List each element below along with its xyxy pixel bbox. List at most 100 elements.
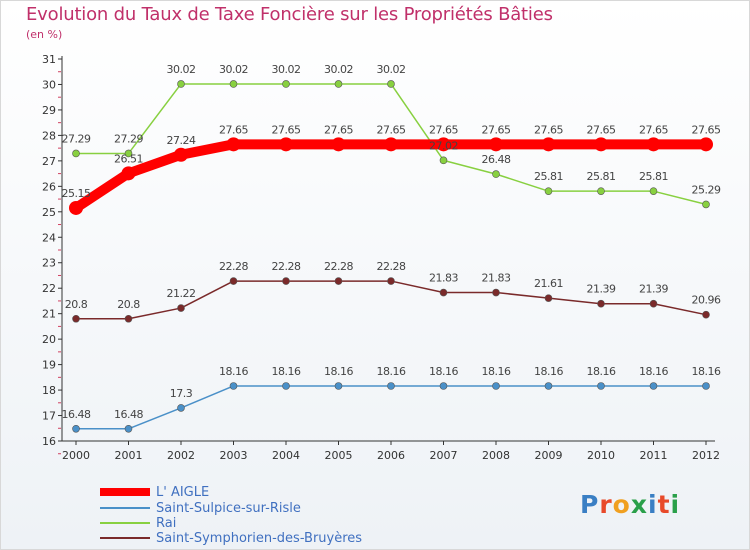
- data-point: [334, 382, 343, 390]
- data-label: 21.83: [482, 272, 511, 285]
- x-tick-label: 2010: [587, 449, 615, 462]
- data-label: 21.22: [167, 287, 196, 300]
- legend-item-saint-symphorien: Saint-Symphorien-des-Bruyères: [100, 530, 362, 546]
- legend-swatch: [100, 488, 150, 496]
- data-label: 18.16: [534, 365, 563, 378]
- x-tick-label: 2000: [62, 449, 90, 462]
- data-point: [229, 277, 238, 285]
- legend-item-l-aigle: L' AIGLE: [100, 484, 209, 500]
- data-point: [597, 187, 605, 195]
- data-point: [72, 424, 80, 433]
- data-label: 27.02: [429, 139, 458, 152]
- legend-label: Saint-Sulpice-sur-Risle: [156, 500, 301, 516]
- data-label: 27.24: [167, 134, 196, 147]
- data-point: [594, 137, 608, 152]
- data-point: [229, 382, 238, 390]
- data-point: [331, 137, 346, 152]
- data-point: [702, 382, 710, 390]
- data-point: [177, 80, 185, 88]
- x-tick-label: 2003: [220, 449, 248, 462]
- data-label: 30.02: [167, 63, 196, 76]
- data-point: [439, 288, 448, 297]
- data-point: [544, 382, 553, 390]
- logo-letter: o: [612, 490, 631, 519]
- data-label: 21.39: [587, 283, 616, 296]
- x-tick-label: 2008: [482, 449, 510, 462]
- data-label: 22.28: [219, 260, 248, 273]
- data-point: [174, 147, 188, 162]
- data-label: 18.16: [429, 365, 458, 378]
- data-label: 18.16: [377, 365, 406, 378]
- y-tick-label: 24: [42, 231, 56, 244]
- data-label: 30.02: [324, 63, 353, 76]
- x-tick-label: 2006: [377, 449, 405, 462]
- y-tick-label: 26: [42, 180, 56, 193]
- y-tick-label: 27: [42, 155, 56, 168]
- data-point: [121, 166, 136, 181]
- data-label: 27.65: [639, 123, 668, 136]
- y-tick-label: 20: [42, 333, 56, 346]
- data-label: 25.81: [534, 170, 563, 183]
- logo-letter: t: [657, 490, 671, 519]
- data-point: [597, 299, 605, 308]
- data-point: [334, 277, 343, 285]
- data-label: 22.28: [324, 260, 353, 273]
- proxiti-logo: Proxiti: [580, 490, 680, 519]
- data-label: 22.28: [272, 260, 301, 273]
- data-point: [646, 137, 661, 152]
- data-point: [124, 314, 133, 323]
- legend-swatch: [100, 537, 150, 539]
- logo-letter: P: [580, 490, 600, 519]
- data-label: 20.8: [65, 298, 88, 311]
- data-label: 18.16: [219, 365, 248, 378]
- y-tick-label: 17: [42, 410, 56, 423]
- data-label: 18.16: [482, 365, 511, 378]
- data-point: [72, 314, 80, 323]
- data-point: [72, 149, 80, 158]
- data-point: [387, 277, 395, 285]
- data-label: 27.65: [482, 123, 511, 136]
- data-point: [387, 382, 395, 390]
- data-point: [702, 200, 710, 209]
- x-tick-label: 2005: [325, 449, 353, 462]
- data-point: [439, 382, 448, 390]
- data-point: [541, 137, 556, 152]
- legend-label: Saint-Symphorien-des-Bruyères: [156, 530, 363, 546]
- data-label: 21.39: [639, 283, 668, 296]
- data-point: [229, 80, 238, 88]
- data-label: 25.15: [62, 187, 91, 200]
- data-label: 25.81: [587, 170, 616, 183]
- data-label: 21.61: [534, 277, 563, 290]
- data-point: [649, 299, 658, 308]
- data-point: [649, 382, 658, 390]
- logo-letter: i: [648, 490, 658, 519]
- data-point: [492, 382, 500, 390]
- logo-letter: i: [670, 490, 681, 519]
- data-point: [282, 80, 290, 88]
- data-label: 27.65: [272, 123, 301, 136]
- data-label: 18.16: [272, 365, 301, 378]
- y-tick-label: 29: [42, 104, 56, 117]
- data-point: [69, 200, 83, 215]
- y-tick-label: 30: [42, 78, 56, 91]
- y-tick-label: 16: [42, 435, 56, 448]
- data-label: 21.83: [429, 272, 458, 285]
- data-label: 27.29: [114, 132, 143, 145]
- data-label: 16.48: [114, 408, 143, 421]
- y-tick-label: 19: [42, 359, 56, 372]
- legend-swatch: [100, 507, 150, 509]
- y-tick-label: 28: [42, 129, 56, 142]
- x-tick-label: 2001: [115, 449, 143, 462]
- data-point: [334, 80, 343, 88]
- data-point: [226, 137, 241, 152]
- data-label: 27.65: [692, 123, 721, 136]
- logo-letter: r: [599, 490, 613, 519]
- y-tick-label: 31: [42, 53, 56, 66]
- data-point: [282, 277, 290, 285]
- data-label: 27.65: [587, 123, 616, 136]
- x-tick-label: 2012: [692, 449, 720, 462]
- data-point: [439, 156, 448, 165]
- data-label: 22.28: [377, 260, 406, 273]
- x-tick-label: 2007: [430, 449, 458, 462]
